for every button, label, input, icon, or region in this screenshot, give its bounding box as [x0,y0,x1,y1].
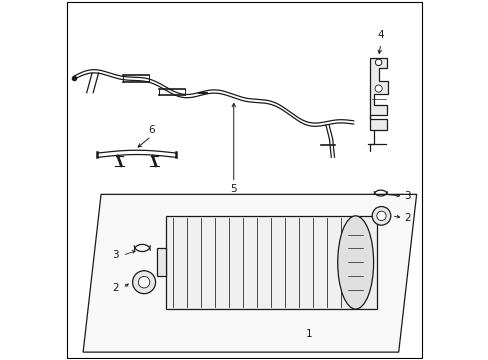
Text: 4: 4 [377,30,383,40]
Bar [165,216,376,309]
Text: 5: 5 [230,184,237,194]
Polygon shape [369,58,387,130]
Ellipse shape [337,216,373,309]
Circle shape [132,271,155,294]
Text: 3: 3 [403,191,410,201]
Circle shape [138,276,149,288]
Circle shape [374,85,382,92]
Text: 2: 2 [112,283,119,293]
Polygon shape [83,194,416,352]
Circle shape [371,207,390,225]
Circle shape [376,211,386,221]
Text: 1: 1 [305,329,312,339]
Circle shape [375,59,381,66]
Text: 6: 6 [148,125,154,135]
Bar [156,248,165,276]
Text: 2: 2 [403,213,410,222]
Text: 3: 3 [112,250,119,260]
